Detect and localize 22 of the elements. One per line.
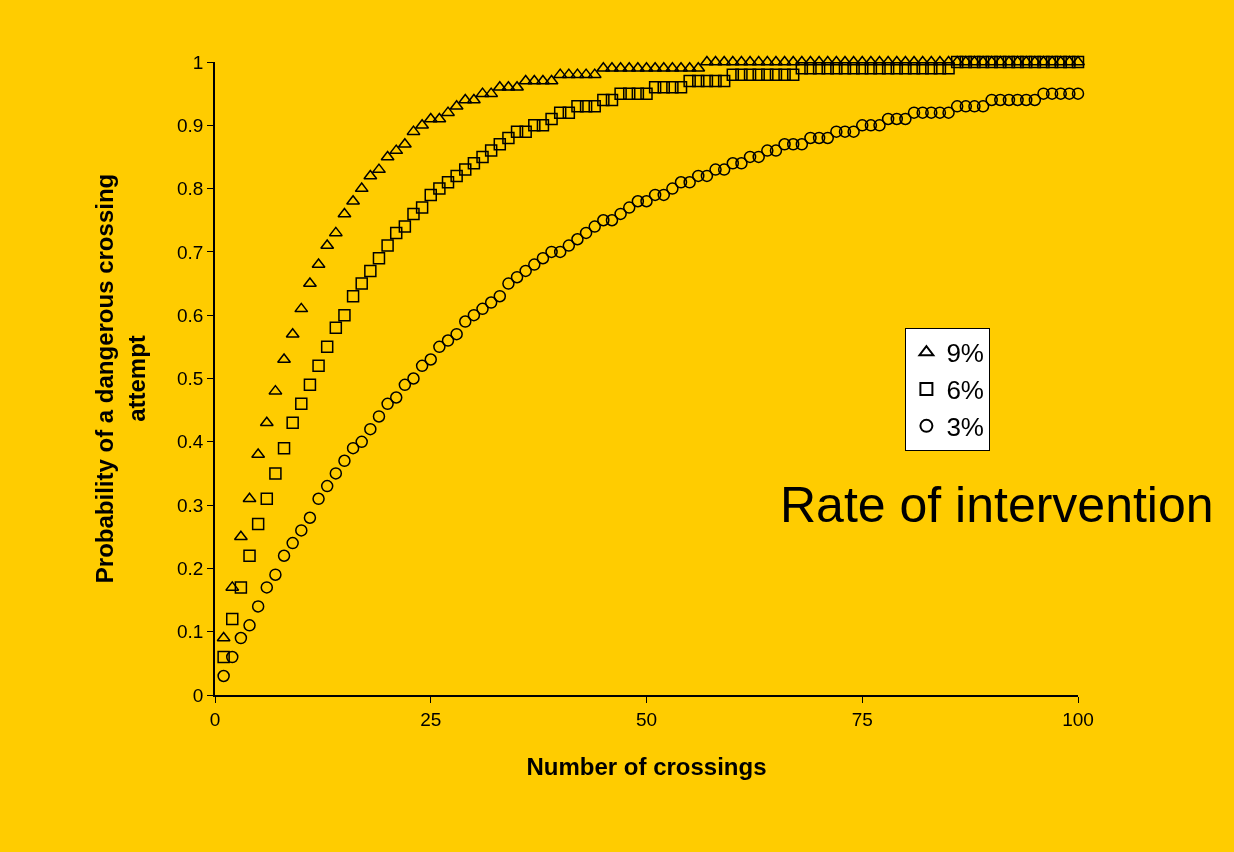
legend-label: 3% (946, 412, 984, 442)
y-tick-label: 1 (192, 51, 204, 73)
y-tick-label: 0.7 (177, 241, 204, 263)
x-tick-label: 100 (1062, 708, 1094, 730)
x-tick-label: 0 (209, 708, 221, 730)
x-tick-label: 75 (851, 708, 873, 730)
y-tick-label: 0 (192, 684, 204, 706)
y-tick-label: 0.6 (177, 304, 204, 326)
y-tick-label: 0.5 (177, 368, 204, 390)
y-tick-label: 0.9 (177, 114, 204, 136)
y-tick-label: 0.4 (177, 431, 204, 453)
annotation: Rate of intervention (780, 477, 1214, 533)
y-tick-label: 0.8 (177, 178, 204, 200)
x-tick-label: 50 (635, 708, 658, 730)
y-tick-label: 0.3 (177, 494, 204, 516)
legend-label: 9% (946, 338, 984, 369)
legend-label: 6% (946, 375, 984, 406)
y-tick-label: 0.1 (177, 621, 204, 643)
y-axis-title: Probability of a dangerous crossing attempt (91, 173, 150, 584)
x-axis-title: Number of crossings (526, 753, 767, 781)
x-tick-label: 25 (420, 708, 442, 730)
y-tick-label: 0.2 (177, 558, 204, 580)
